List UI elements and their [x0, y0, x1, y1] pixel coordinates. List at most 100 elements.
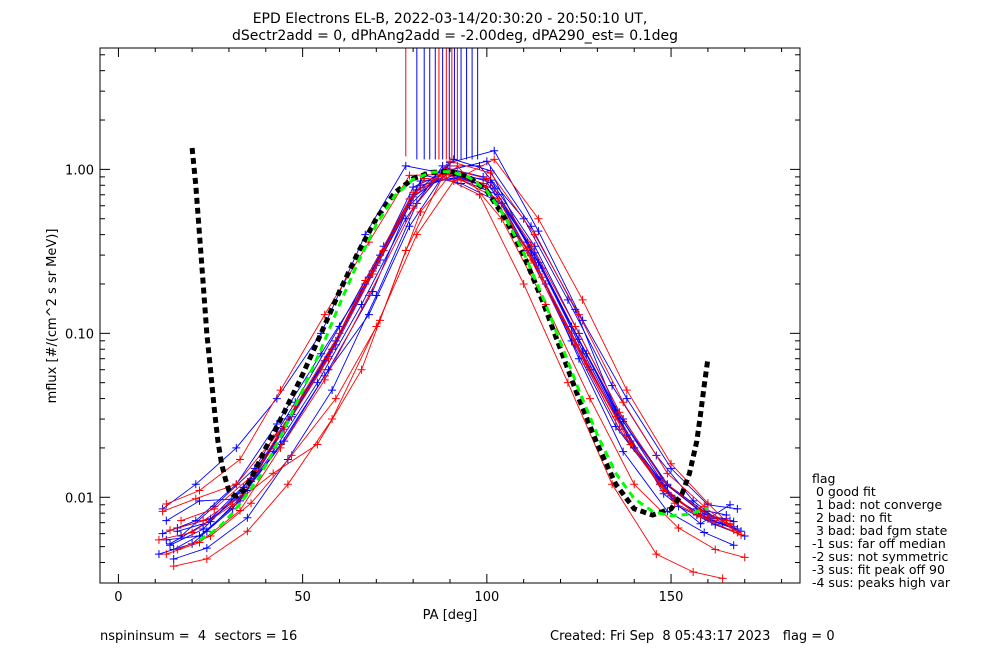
data-point	[364, 291, 373, 300]
data-point	[659, 486, 668, 495]
data-point	[453, 161, 462, 170]
legend-item: 0 good fit	[812, 484, 876, 499]
data-point	[574, 354, 583, 363]
data-point	[733, 504, 742, 513]
series-line	[166, 160, 731, 525]
data-point	[243, 513, 252, 522]
series-line	[166, 174, 731, 525]
data-point	[700, 528, 709, 537]
data-point	[162, 535, 171, 544]
data-point	[674, 523, 683, 532]
chart-title-line1: EPD Electrons EL-B, 2022-03-14/20:30:20 …	[253, 11, 648, 27]
data-point	[191, 494, 200, 503]
data-point	[158, 507, 167, 516]
data-point	[199, 516, 208, 525]
x-tick-label: 150	[659, 590, 684, 605]
data-point	[169, 562, 178, 571]
data-point	[446, 165, 454, 174]
y-tick-label: 1.00	[65, 163, 94, 178]
series-line	[173, 158, 738, 567]
data-point	[401, 161, 410, 170]
data-point	[740, 553, 749, 562]
data-point	[243, 527, 252, 536]
data-point	[195, 538, 204, 547]
data-point	[173, 527, 182, 536]
data-point	[538, 273, 547, 282]
data-point	[737, 530, 746, 539]
data-point	[232, 443, 241, 452]
data-point	[740, 532, 749, 541]
data-point	[405, 194, 414, 203]
legend-item: 2 bad: no fit	[812, 510, 892, 525]
data-point	[696, 512, 705, 521]
data-point	[313, 440, 322, 449]
data-point	[534, 227, 543, 236]
data-point	[173, 545, 182, 554]
data-point	[379, 246, 388, 255]
data-point	[162, 516, 171, 525]
data-point	[493, 194, 502, 203]
data-point	[615, 408, 624, 417]
data-point	[490, 155, 499, 164]
data-point	[438, 161, 447, 170]
data-point	[324, 354, 333, 363]
data-point	[711, 545, 720, 554]
legend-item: -2 sus: not symmetric	[812, 549, 948, 564]
data-point	[571, 340, 580, 349]
series-line	[177, 165, 745, 558]
data-point	[372, 291, 381, 300]
y-axis-label: mflux [#/(cm^2 s sr MeV)]	[45, 229, 60, 404]
data-point	[228, 500, 237, 509]
y-tick-label: 0.01	[65, 491, 94, 506]
data-point	[696, 519, 705, 528]
data-point	[166, 526, 174, 535]
x-tick-label: 0	[114, 590, 122, 605]
data-point	[615, 425, 624, 434]
data-point	[659, 477, 668, 486]
data-point	[571, 305, 580, 314]
data-point	[652, 550, 661, 559]
data-point	[166, 541, 174, 550]
data-point	[409, 204, 418, 213]
data-point	[703, 499, 712, 508]
legend-title: flag	[812, 471, 835, 486]
data-point	[202, 544, 211, 553]
fit-curve-green	[198, 169, 709, 542]
legend-item: -1 sus: far off median	[812, 536, 946, 551]
y-tick-label: 0.10	[65, 327, 94, 342]
data-point	[667, 459, 676, 468]
data-point	[530, 230, 539, 239]
data-point	[272, 430, 281, 439]
data-point	[199, 525, 208, 534]
data-point	[195, 486, 204, 495]
data-point	[236, 455, 244, 464]
data-point	[210, 504, 219, 513]
data-point	[154, 550, 163, 559]
data-point	[283, 480, 292, 489]
plot-area	[154, 48, 749, 583]
data-point	[269, 469, 278, 478]
data-point	[276, 386, 285, 395]
fit-curve-black	[189, 147, 711, 518]
legend-item: -4 sus: peaks high var	[812, 575, 951, 590]
data-point	[486, 169, 495, 178]
legend-item: -3 sus: fit peak off 90	[812, 562, 945, 577]
data-point	[328, 386, 337, 395]
chart-title-line2: dSectr2add = 0, dPhAng2add = -2.00deg, d…	[232, 28, 678, 44]
series-line	[166, 160, 734, 555]
data-point	[482, 157, 491, 166]
footer-left: nspininsum = 4 sectors = 16	[100, 629, 297, 644]
data-point	[534, 214, 543, 223]
data-point	[619, 447, 628, 456]
data-point	[357, 365, 366, 374]
data-point	[154, 535, 163, 544]
data-point	[188, 528, 197, 537]
data-point	[729, 541, 738, 550]
data-point	[335, 329, 344, 338]
series-line	[169, 169, 734, 546]
axes: 0 50 100 150 0.01 0.10 1.00	[65, 48, 800, 605]
data-point	[726, 500, 734, 509]
data-point	[191, 480, 200, 489]
data-point	[287, 451, 296, 460]
